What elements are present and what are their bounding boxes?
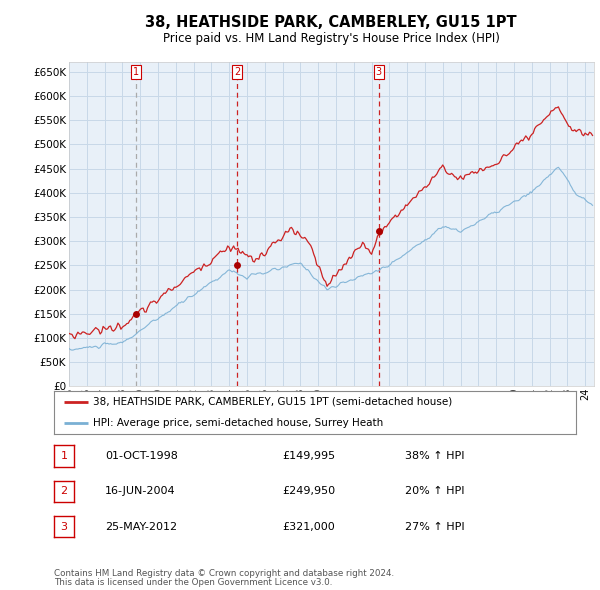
Text: 20% ↑ HPI: 20% ↑ HPI: [405, 487, 464, 496]
Text: 2: 2: [61, 487, 67, 496]
Text: 16-JUN-2004: 16-JUN-2004: [105, 487, 176, 496]
Text: 38% ↑ HPI: 38% ↑ HPI: [405, 451, 464, 461]
Text: 01-OCT-1998: 01-OCT-1998: [105, 451, 178, 461]
Text: 3: 3: [376, 67, 382, 77]
Text: £249,950: £249,950: [282, 487, 335, 496]
Text: £321,000: £321,000: [282, 522, 335, 532]
Text: 38, HEATHSIDE PARK, CAMBERLEY, GU15 1PT: 38, HEATHSIDE PARK, CAMBERLEY, GU15 1PT: [145, 15, 517, 30]
Text: 25-MAY-2012: 25-MAY-2012: [105, 522, 177, 532]
Text: 27% ↑ HPI: 27% ↑ HPI: [405, 522, 464, 532]
Text: 3: 3: [61, 522, 67, 532]
Text: 2: 2: [234, 67, 241, 77]
Text: 38, HEATHSIDE PARK, CAMBERLEY, GU15 1PT (semi-detached house): 38, HEATHSIDE PARK, CAMBERLEY, GU15 1PT …: [93, 397, 452, 407]
Text: 1: 1: [61, 451, 67, 461]
Text: £149,995: £149,995: [282, 451, 335, 461]
Text: This data is licensed under the Open Government Licence v3.0.: This data is licensed under the Open Gov…: [54, 578, 332, 588]
Text: HPI: Average price, semi-detached house, Surrey Heath: HPI: Average price, semi-detached house,…: [93, 418, 383, 428]
Text: Contains HM Land Registry data © Crown copyright and database right 2024.: Contains HM Land Registry data © Crown c…: [54, 569, 394, 578]
Text: 1: 1: [133, 67, 139, 77]
Text: Price paid vs. HM Land Registry's House Price Index (HPI): Price paid vs. HM Land Registry's House …: [163, 32, 500, 45]
